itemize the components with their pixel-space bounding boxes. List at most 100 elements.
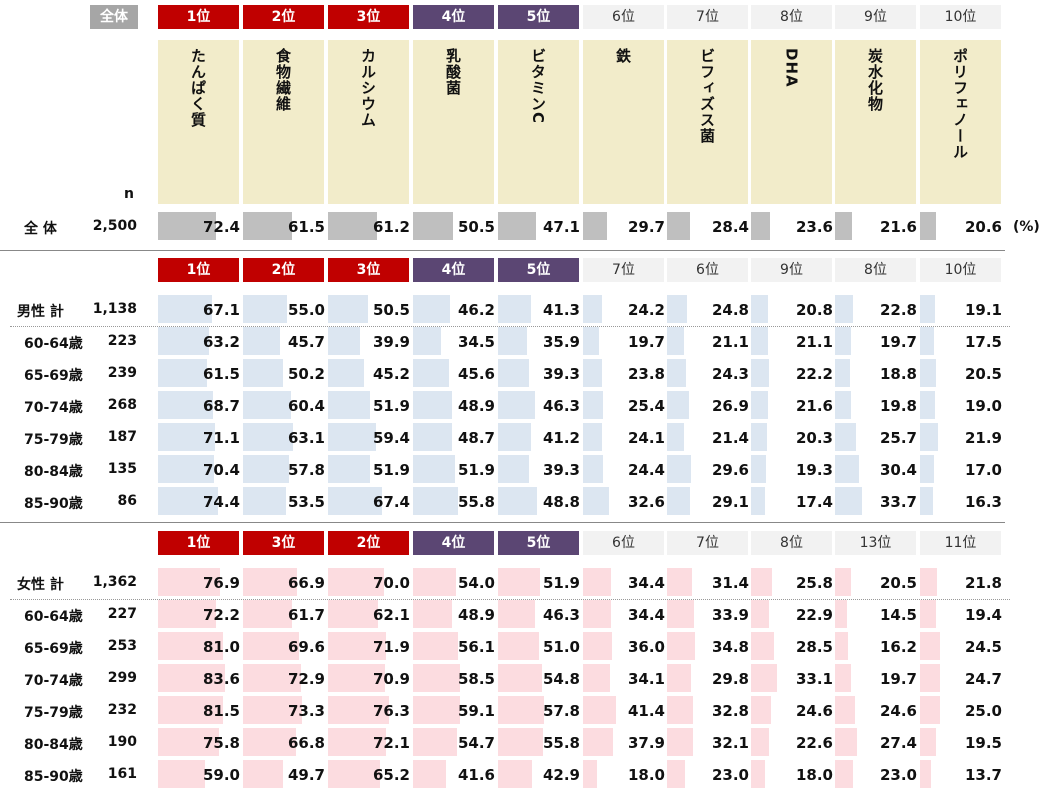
data-bar [498, 455, 529, 483]
data-value: 23.6 [795, 218, 833, 236]
data-value: 65.2 [372, 766, 410, 784]
data-value: 63.2 [202, 333, 240, 351]
data-bar [413, 696, 460, 724]
data-bar [751, 212, 770, 240]
data-value: 61.7 [287, 606, 325, 624]
rank-badge: 1位 [158, 5, 239, 29]
data-bar [413, 600, 452, 628]
data-bar [583, 664, 610, 692]
row-label: 65-69歳 [24, 641, 83, 657]
data-value: 24.4 [627, 461, 665, 479]
data-value: 60.4 [287, 397, 325, 415]
n-label: n [124, 186, 134, 202]
data-value: 24.2 [627, 301, 665, 319]
data-value: 48.8 [542, 493, 580, 511]
data-bar [835, 696, 855, 724]
rank-badge: 7位 [667, 531, 748, 555]
data-value: 46.3 [542, 606, 580, 624]
rank-badge: 7位 [583, 258, 664, 282]
column-header-label: 鉄 [614, 48, 632, 64]
data-value: 55.8 [542, 734, 580, 752]
row-n: 1,138 [92, 301, 137, 317]
data-bar [158, 327, 209, 355]
data-value: 71.9 [372, 638, 410, 656]
data-value: 20.3 [795, 429, 833, 447]
data-value: 39.3 [542, 461, 580, 479]
data-bar [158, 600, 216, 628]
data-value: 31.4 [711, 574, 749, 592]
rank-badge: 4位 [413, 258, 494, 282]
row-n: 268 [107, 397, 137, 413]
data-bar [583, 327, 599, 355]
data-value: 48.9 [457, 397, 495, 415]
data-bar [583, 359, 602, 387]
rank-badge: 6位 [583, 531, 664, 555]
data-value: 50.5 [372, 301, 410, 319]
data-bar [667, 568, 692, 596]
data-bar [243, 728, 296, 756]
rank-badge: 3位 [243, 531, 324, 555]
data-value: 39.9 [372, 333, 410, 351]
data-bar [667, 391, 689, 419]
data-bar [243, 455, 289, 483]
data-bar [413, 295, 450, 323]
data-bar [328, 632, 386, 660]
data-bar [751, 696, 771, 724]
data-value: 19.4 [964, 606, 1002, 624]
rank-badge: 2位 [243, 5, 324, 29]
column-header-label: ポリフェノール [951, 48, 969, 160]
data-bar [328, 696, 389, 724]
data-bar [583, 760, 597, 788]
row-n: 135 [107, 461, 137, 477]
data-value: 57.8 [542, 702, 580, 720]
data-value: 26.9 [711, 397, 749, 415]
data-value: 51.9 [372, 461, 410, 479]
data-bar [835, 212, 852, 240]
data-bar [413, 327, 441, 355]
data-bar [751, 487, 765, 515]
rank-badge: 6位 [667, 258, 748, 282]
row-label: 85-90歳 [24, 496, 83, 512]
data-bar [667, 212, 690, 240]
data-value: 66.9 [287, 574, 325, 592]
data-value: 76.3 [372, 702, 410, 720]
data-bar [751, 359, 769, 387]
data-value: 73.3 [287, 702, 325, 720]
data-bar [920, 728, 936, 756]
data-bar [583, 696, 616, 724]
data-bar [835, 728, 857, 756]
data-bar [835, 327, 851, 355]
column-header: 鉄 [583, 40, 664, 204]
data-bar [920, 327, 934, 355]
data-bar [243, 212, 292, 240]
data-value: 18.8 [879, 365, 917, 383]
row-n: 1,362 [92, 574, 137, 590]
data-bar [498, 391, 535, 419]
data-value: 48.7 [457, 429, 495, 447]
data-bar [751, 391, 768, 419]
column-header: カルシウム [328, 40, 409, 204]
data-value: 46.3 [542, 397, 580, 415]
data-bar [413, 212, 453, 240]
data-value: 20.6 [964, 218, 1002, 236]
column-header: ビタミンC [498, 40, 579, 204]
data-bar [243, 487, 286, 515]
data-bar [920, 664, 940, 692]
data-value: 17.5 [964, 333, 1002, 351]
data-value: 55.0 [287, 301, 325, 319]
data-value: 54.0 [457, 574, 495, 592]
data-value: 19.7 [627, 333, 665, 351]
data-bar [158, 487, 218, 515]
data-value: 47.1 [542, 218, 580, 236]
column-header: DHA [751, 40, 832, 204]
row-separator [10, 326, 1010, 327]
data-value: 72.4 [202, 218, 240, 236]
data-value: 70.9 [372, 670, 410, 688]
data-bar [751, 760, 765, 788]
data-value: 34.1 [627, 670, 665, 688]
data-bar [158, 359, 207, 387]
data-bar [667, 327, 684, 355]
data-bar [920, 487, 933, 515]
data-value: 18.0 [627, 766, 665, 784]
data-value: 41.4 [627, 702, 665, 720]
